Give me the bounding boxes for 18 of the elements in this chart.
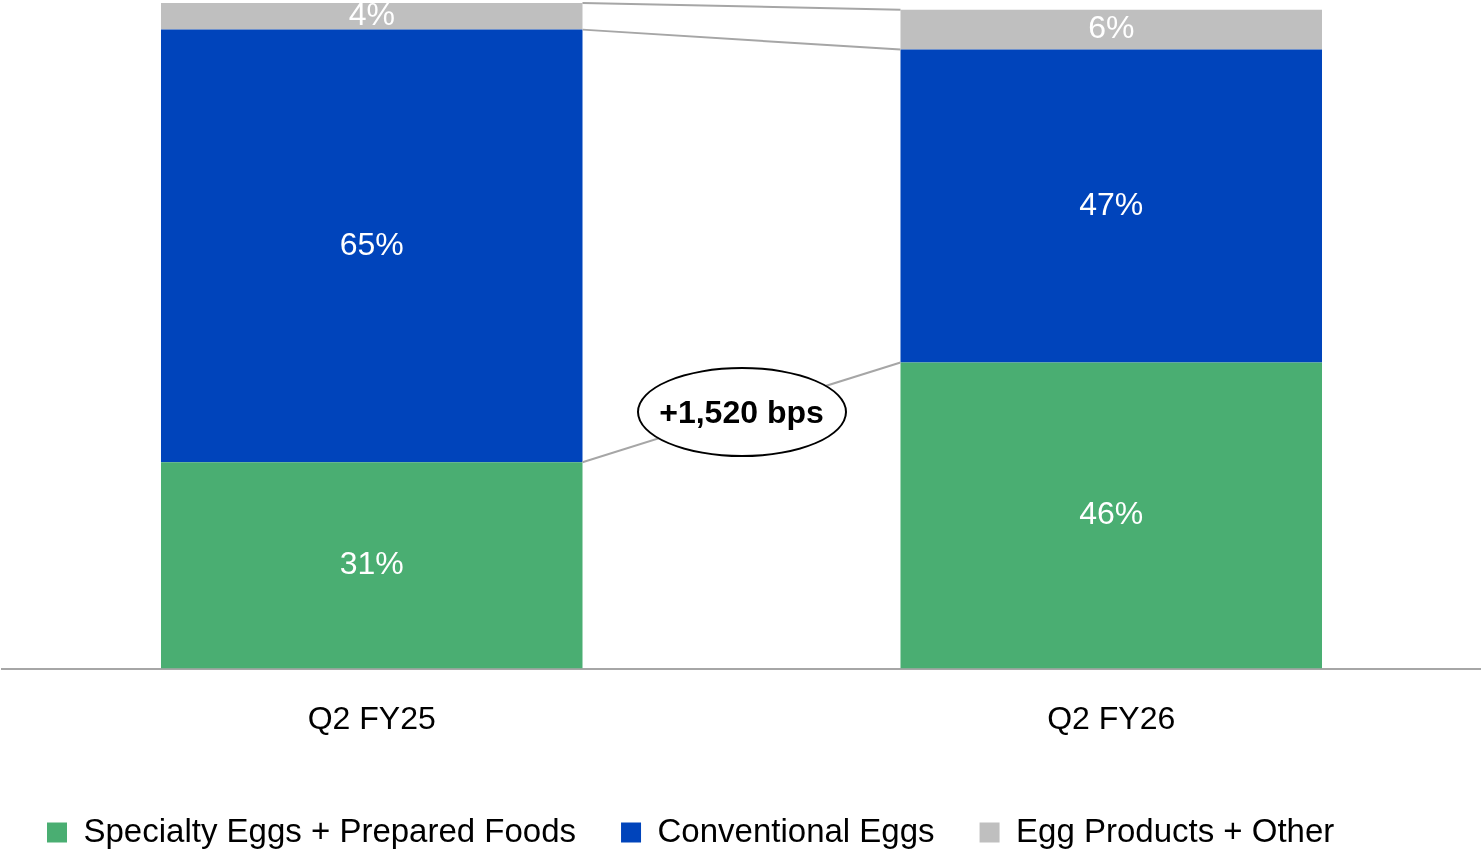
bar — [160, 29, 583, 463]
data-label: 46% — [1079, 495, 1144, 532]
data-label: 31% — [339, 545, 404, 582]
data-label: 6% — [1088, 9, 1135, 46]
bar — [160, 462, 583, 669]
bar — [900, 362, 1323, 669]
x-tick-label: Q2 FY26 — [1047, 699, 1176, 736]
data-label: 47% — [1079, 185, 1144, 222]
bar — [160, 3, 583, 30]
oval-callout: +1,520 bps — [636, 367, 847, 458]
x-tick-label: Q2 FY25 — [307, 699, 436, 736]
bar — [900, 49, 1323, 363]
legend-label: Specialty Eggs + Prepared Foods — [83, 811, 577, 849]
bar — [900, 9, 1323, 50]
legend-label: Egg Products + Other — [1016, 811, 1335, 849]
legend-label: Conventional Eggs — [657, 811, 935, 849]
data-label: 65% — [339, 225, 404, 262]
data-label: 4% — [348, 0, 395, 33]
